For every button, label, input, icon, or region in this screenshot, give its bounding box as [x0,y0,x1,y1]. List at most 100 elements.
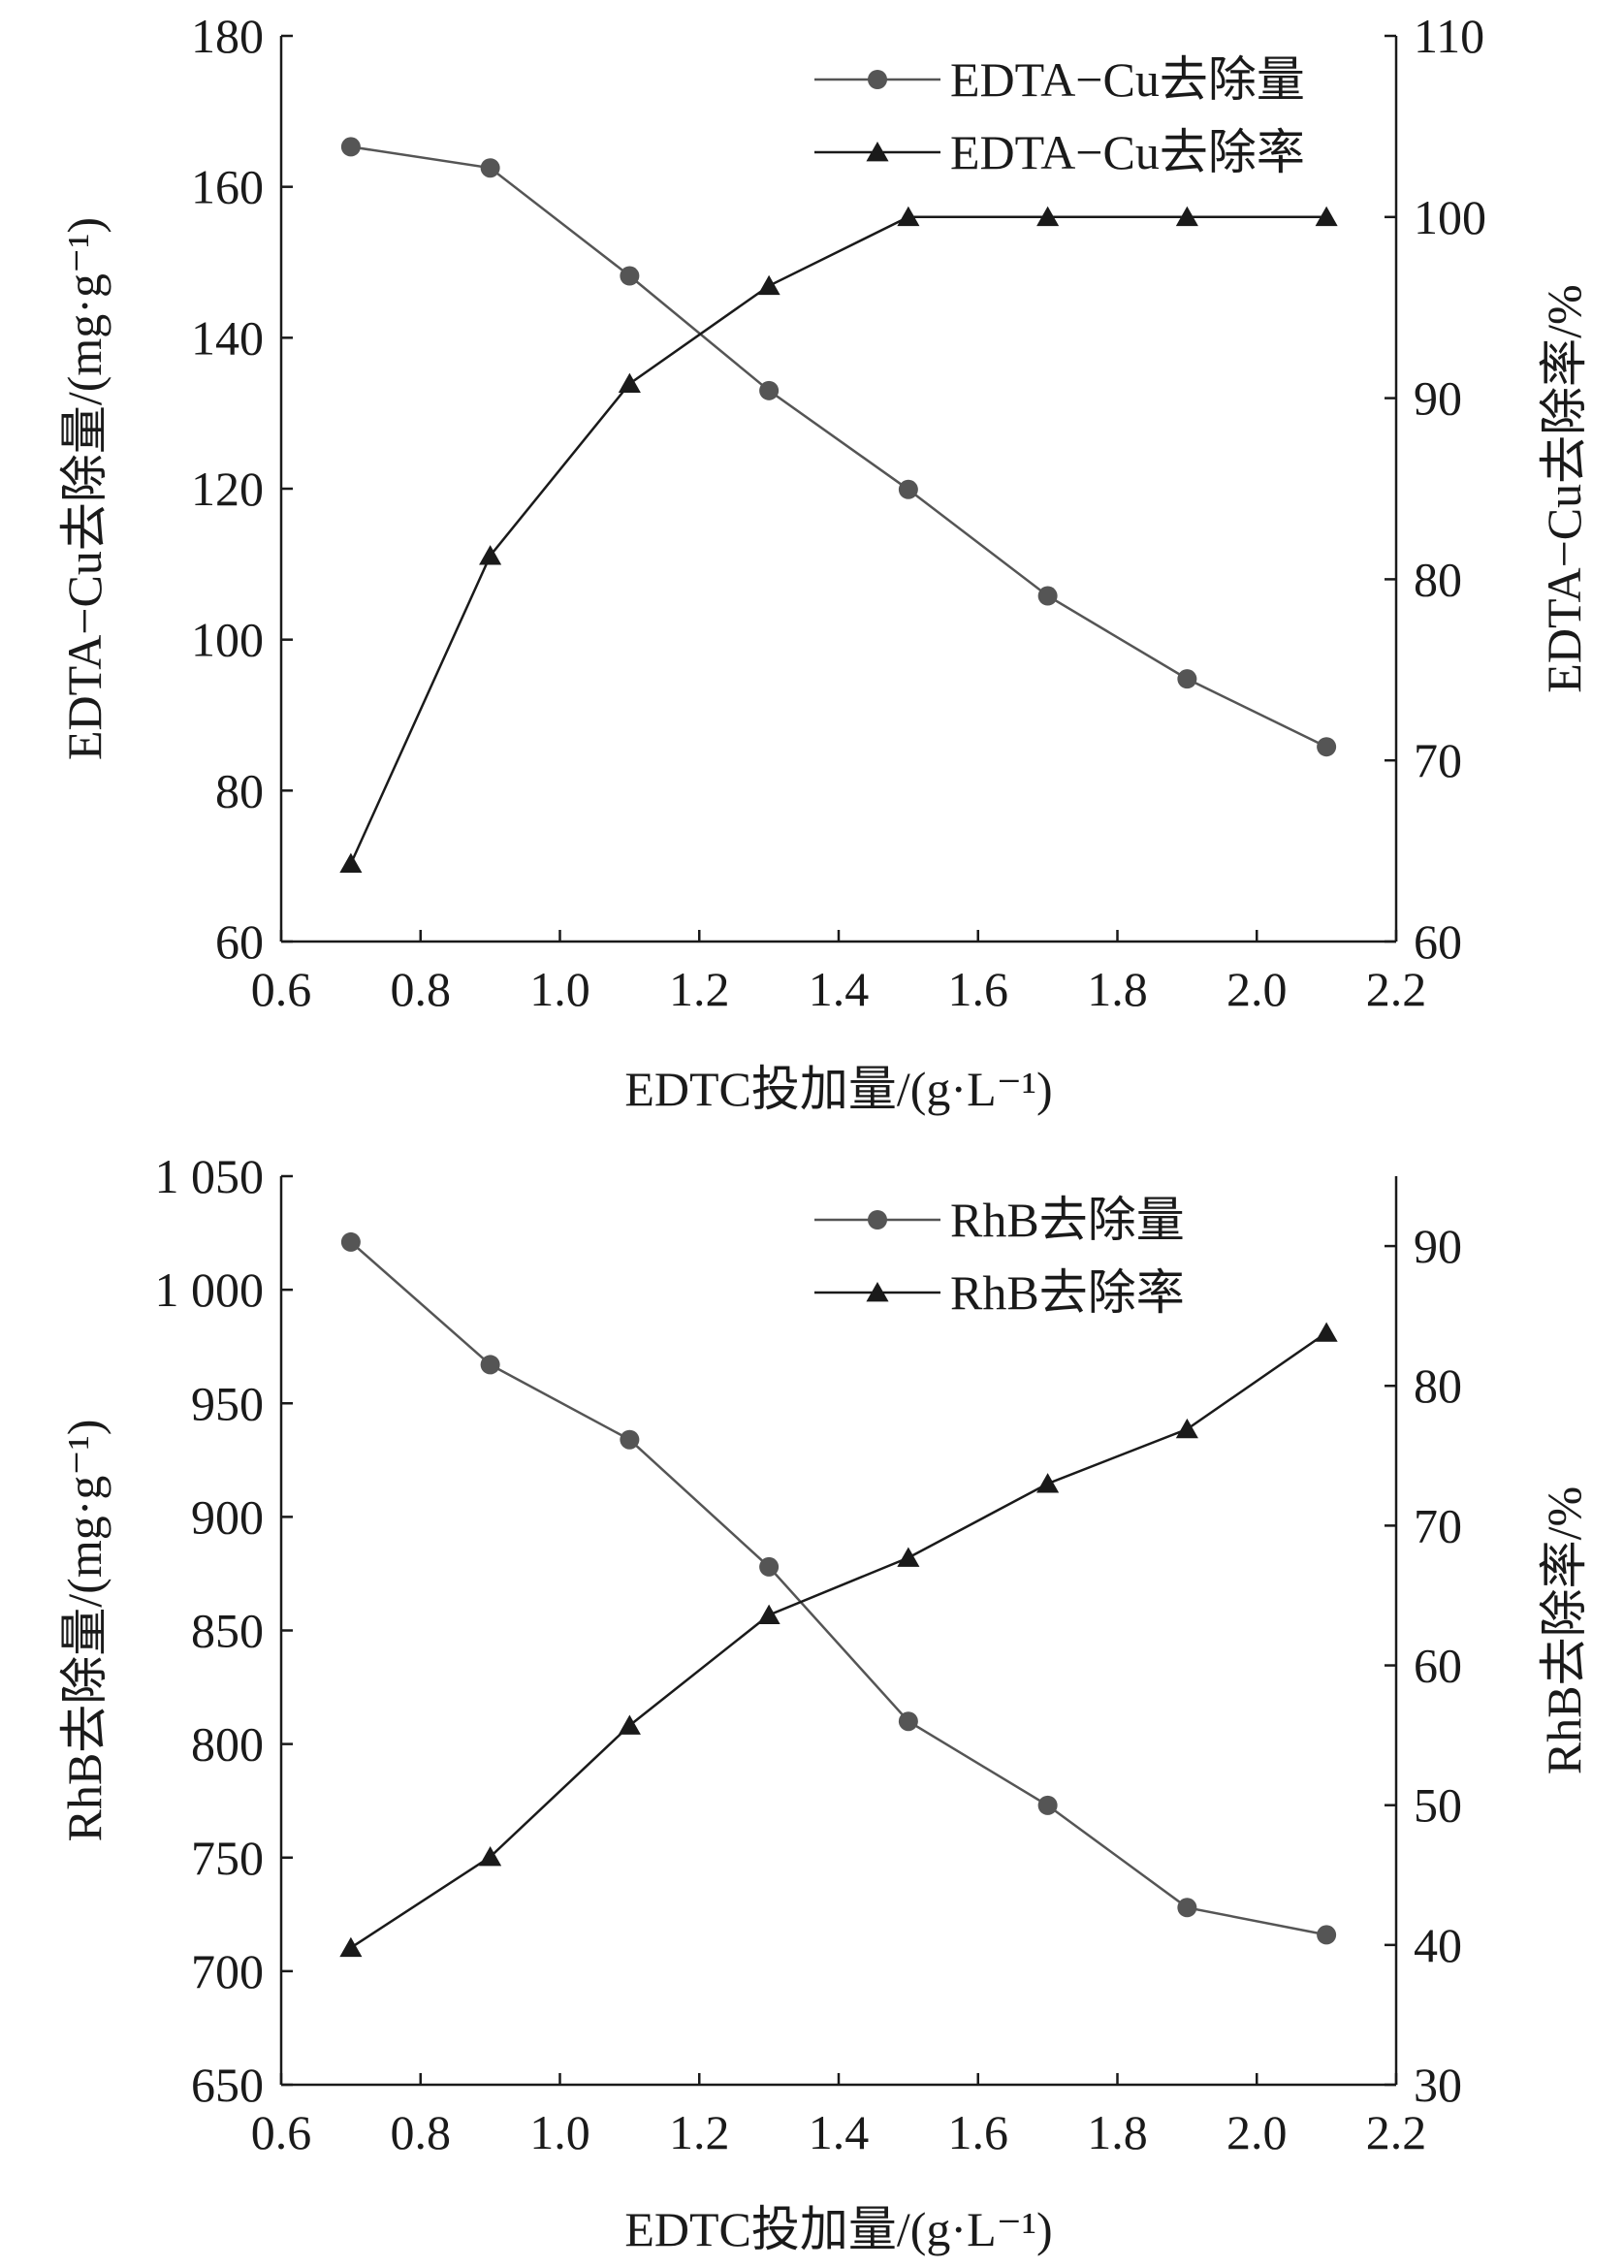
chart-edta-cu: 0.6 0.8 1.0 1.2 1.4 1.6 1.8 2.0 2.26080100120140… [57,9,1591,1116]
data-point-circle [759,1556,780,1577]
right-y-tick-label: 90 [1414,1219,1462,1273]
legend-label: RhB去除量 [950,1193,1185,1247]
right-y-tick-label: 30 [1414,2058,1462,2112]
right-y-tick-label: 90 [1414,371,1462,426]
left-y-tick-label: 750 [191,1831,264,1885]
data-point-triangle [757,1604,780,1624]
legend-label: EDTA−Cu去除率 [950,125,1305,179]
left-y-tick-label: 100 [191,613,264,667]
data-point-triangle [1315,206,1338,227]
data-point-triangle [1315,1322,1338,1342]
series-line-removal-rate [350,1331,1327,1949]
x-tick-label: 1.4 [809,2105,870,2159]
data-point-triangle [618,1714,641,1735]
left-y-tick-label: 950 [191,1376,264,1430]
x-tick-label: 1.0 [529,962,590,1016]
right-y-tick-label: 40 [1414,1918,1462,1972]
x-tick-label: 2.0 [1226,962,1288,1016]
right-y-tick-label: 50 [1414,1778,1462,1833]
legend-triangle-marker [866,1282,889,1302]
data-point-circle [1177,1898,1197,1918]
right-y-axis-title: RhB去除率/% [1537,1486,1591,1774]
data-point-circle [1317,737,1337,757]
legend-label: EDTA−Cu去除量 [950,52,1305,107]
x-tick-label: 2.2 [1366,962,1427,1016]
chart-rhb: 0.6 0.8 1.0 1.2 1.4 1.6 1.8 2.0 2.2 650 700 750 800 8… [57,1149,1591,2256]
left-y-tick-label: 1 000 [155,1262,265,1317]
x-tick-label: 1.8 [1087,962,1148,1016]
data-point-circle [620,1429,640,1450]
data-point-circle [480,1355,500,1375]
data-point-circle [1177,669,1197,689]
data-point-triangle [1036,1473,1060,1493]
left-y-tick-label: 60 [215,914,264,969]
data-point-triangle [479,1846,502,1867]
left-y-tick-label: 160 [191,160,264,214]
data-point-circle [759,380,780,400]
x-axis-title: EDTC投加量/(g·L⁻¹) [624,2202,1052,2256]
data-point-circle [340,1231,361,1252]
x-tick-label: 0.8 [391,962,452,1016]
data-point-circle [898,1711,918,1732]
data-point-triangle [1036,206,1060,227]
data-point-triangle [339,1936,363,1958]
right-y-tick-label: 110 [1414,9,1484,63]
x-tick-label: 1.4 [809,962,870,1016]
x-tick-label: 1.6 [948,962,1009,1016]
data-point-circle [1037,1795,1058,1815]
left-y-tick-label: 800 [191,1717,264,1772]
right-y-tick-label: 100 [1414,190,1486,244]
left-y-tick-label: 1 050 [155,1149,265,1203]
left-y-tick-label: 900 [191,1489,264,1544]
x-tick-label: 0.6 [251,962,312,1016]
left-y-tick-label: 650 [191,2058,264,2112]
data-point-triangle [897,206,920,227]
x-tick-label: 1.2 [669,962,730,1016]
x-tick-label: 1.8 [1087,2105,1148,2159]
left-y-tick-label: 180 [191,9,264,63]
legend-circle-marker [868,70,887,89]
data-point-triangle [757,274,780,296]
data-point-triangle [339,852,363,874]
left-y-tick-label: 80 [215,763,264,817]
data-point-triangle [479,545,502,565]
x-tick-label: 2.0 [1226,2105,1288,2159]
data-point-circle [480,158,500,178]
x-tick-label: 1.2 [669,2105,730,2159]
series-line-removal-amount [350,145,1327,749]
x-axis-title: EDTC投加量/(g·L⁻¹) [624,1062,1052,1116]
data-point-circle [340,137,361,157]
left-y-tick-label: 700 [191,1944,264,1998]
right-y-tick-label: 80 [1414,1358,1462,1413]
series-line-removal-amount [350,1240,1327,1936]
data-point-circle [620,266,640,286]
x-tick-label: 0.6 [251,2105,312,2159]
legend-label: RhB去除率 [950,1265,1185,1320]
legend-triangle-marker [866,142,889,162]
right-y-tick-label: 70 [1414,1498,1462,1552]
left-y-axis-title: RhB去除量/(mg·g⁻¹) [57,1420,111,1842]
data-point-triangle [1175,206,1198,227]
x-tick-label: 0.8 [391,2105,452,2159]
x-tick-label: 1.6 [948,2105,1009,2159]
right-y-tick-label: 80 [1414,552,1462,606]
data-point-triangle [618,372,641,394]
x-tick-label: 1.0 [529,2105,590,2159]
data-point-circle [1317,1925,1337,1945]
data-point-triangle [897,1547,920,1567]
data-point-circle [898,479,918,499]
right-y-tick-label: 60 [1414,914,1462,969]
right-y-tick-label: 70 [1414,733,1462,787]
left-y-tick-label: 850 [191,1604,264,1658]
legend-circle-marker [868,1210,887,1230]
data-point-triangle [1175,1418,1198,1439]
right-y-tick-label: 60 [1414,1639,1462,1693]
left-y-axis-title: EDTA−Cu去除量/(mg·g⁻¹) [57,217,111,760]
data-point-circle [1037,586,1058,606]
series-line-removal-rate [349,215,1327,865]
left-y-tick-label: 120 [191,462,264,516]
right-y-axis-title: EDTA−Cu去除率/% [1537,284,1591,692]
x-tick-label: 2.2 [1366,2105,1427,2159]
left-y-tick-label: 140 [191,310,264,365]
